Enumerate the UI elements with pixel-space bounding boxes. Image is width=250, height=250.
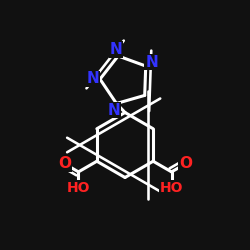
Text: HO: HO <box>67 181 90 195</box>
Text: HO: HO <box>160 181 183 195</box>
Text: N: N <box>108 102 120 118</box>
Text: O: O <box>179 156 192 171</box>
Text: N: N <box>87 72 100 86</box>
Text: O: O <box>58 156 71 171</box>
Text: N: N <box>145 54 158 70</box>
Text: N: N <box>110 42 122 57</box>
